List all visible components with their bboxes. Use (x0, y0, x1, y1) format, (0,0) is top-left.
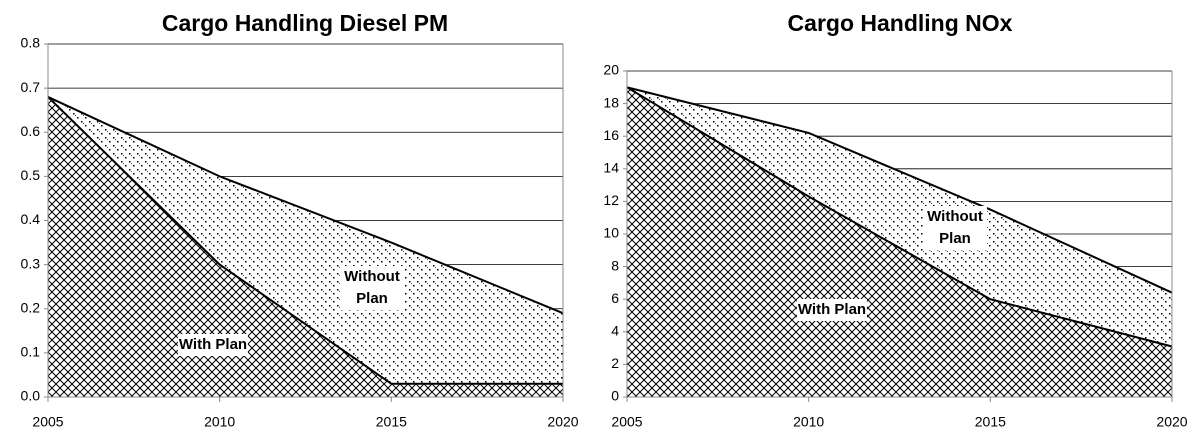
area-line (47, 96, 563, 385)
x-tick-label: 2010 (793, 414, 824, 430)
area (627, 87, 1172, 398)
y-tick-label: 0.6 (21, 123, 41, 139)
chart-title: Cargo Handling Diesel PM (162, 10, 448, 36)
y-tick-label: 0.8 (21, 35, 41, 51)
y-tick-label: 4 (611, 323, 619, 339)
y-tick-label: 12 (603, 192, 619, 208)
x-tick-label: 2020 (547, 414, 578, 430)
chart-title: Cargo Handling NOx (788, 10, 1013, 36)
series-label: With Plan (177, 334, 249, 356)
series-label: Without Plan (340, 266, 404, 310)
y-tick-label: 0.5 (21, 167, 41, 183)
y-tick-label: 2 (611, 355, 619, 371)
y-tick-label: 0.7 (21, 79, 41, 95)
y-tick-label: 14 (603, 160, 619, 176)
y-tick-label: 0.2 (21, 299, 41, 315)
y-tick-label: 20 (603, 62, 619, 78)
area-line (626, 86, 1173, 348)
y-tick-label: 6 (611, 290, 619, 306)
y-tick-label: 16 (603, 127, 619, 143)
x-tick-label: 2015 (376, 414, 407, 430)
area-line (626, 86, 1173, 294)
y-tick-label: 0.4 (21, 211, 41, 227)
y-tick-label: 0.1 (21, 344, 41, 360)
series-label: With Plan (796, 299, 868, 321)
y-tick-label: 0.0 (21, 388, 41, 404)
x-tick-label: 2020 (1156, 414, 1187, 430)
y-tick-label: 8 (611, 257, 619, 273)
area (48, 96, 563, 397)
x-tick-label: 2010 (204, 414, 235, 430)
series-label: Without Plan (923, 206, 987, 250)
y-tick-label: 0.3 (21, 255, 41, 271)
x-tick-label: 2015 (975, 414, 1006, 430)
x-tick-label: 2005 (611, 414, 642, 430)
y-tick-label: 0 (611, 388, 619, 404)
y-tick-label: 10 (603, 225, 619, 241)
area-line (47, 96, 564, 315)
y-tick-label: 18 (603, 94, 619, 110)
x-tick-label: 2005 (32, 414, 63, 430)
